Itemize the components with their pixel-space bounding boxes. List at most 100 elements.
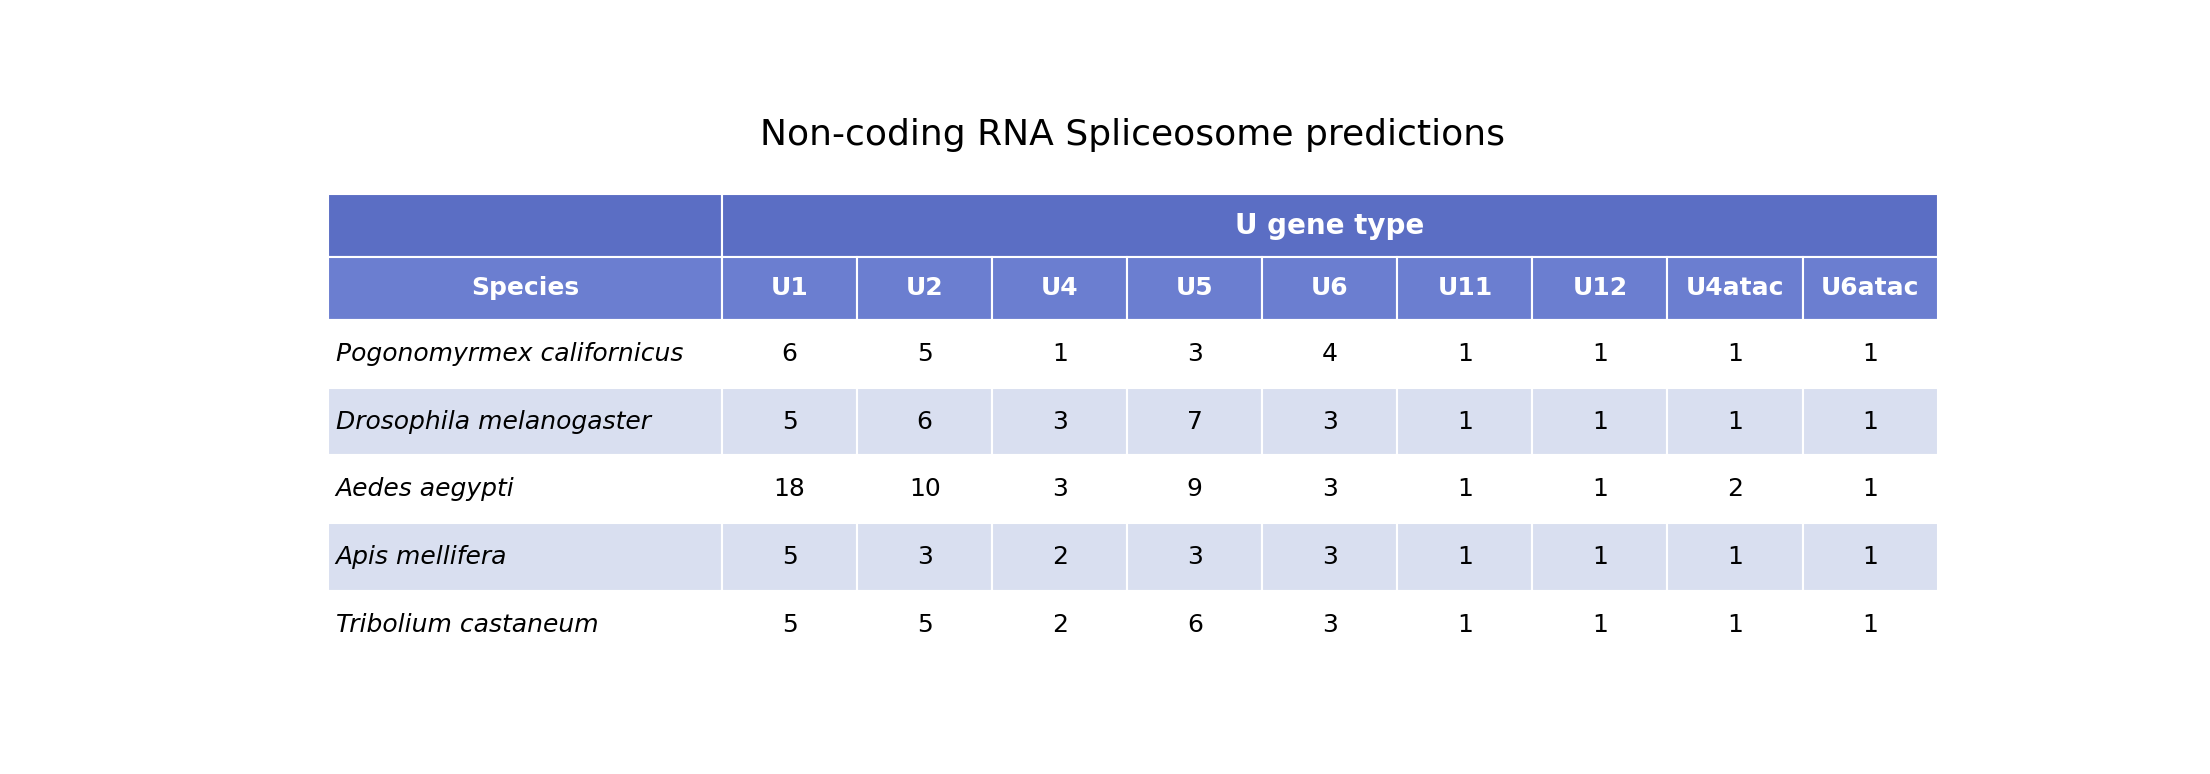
Text: 1: 1 [1863,409,1878,433]
Bar [857,591,992,659]
Text: 1: 1 [1052,341,1067,365]
Text: 3: 3 [1052,478,1067,502]
Text: 5: 5 [917,613,933,637]
Text: 1: 1 [1456,545,1472,569]
Text: 2: 2 [1052,545,1067,569]
Text: 1: 1 [1726,409,1744,433]
Bar [1262,523,1397,591]
Bar [992,388,1127,455]
Text: 1: 1 [1456,478,1472,502]
Text: 1: 1 [1591,613,1609,637]
Text: U2: U2 [906,276,944,300]
Bar [1397,257,1532,320]
Text: 1: 1 [1726,613,1744,637]
Text: 3: 3 [1322,545,1337,569]
Bar [327,194,723,257]
Text: 5: 5 [917,341,933,365]
Text: 3: 3 [1187,545,1202,569]
Bar [1803,388,1938,455]
Bar [1669,591,1803,659]
Text: 1: 1 [1456,409,1472,433]
Bar [1262,257,1397,320]
Text: 3: 3 [1187,341,1202,365]
Bar [723,320,857,388]
Bar [327,455,723,523]
Bar [857,388,992,455]
Bar [1397,523,1532,591]
Text: 2: 2 [1052,613,1067,637]
Bar [723,591,857,659]
Bar [1669,257,1803,320]
Text: Non-coding RNA Spliceosome predictions: Non-coding RNA Spliceosome predictions [760,118,1505,152]
Text: Species: Species [471,276,579,300]
Bar [327,257,723,320]
Text: 5: 5 [782,409,798,433]
Bar [992,523,1127,591]
Bar [1262,388,1397,455]
Text: U11: U11 [1436,276,1492,300]
Text: 1: 1 [1863,341,1878,365]
Bar [1669,388,1803,455]
Text: 3: 3 [1322,613,1337,637]
Text: U4atac: U4atac [1686,276,1783,300]
Bar [1803,455,1938,523]
Text: 6: 6 [782,341,798,365]
Bar [723,523,857,591]
Text: 1: 1 [1591,341,1609,365]
Bar [1262,320,1397,388]
Bar [992,257,1127,320]
Text: Apis mellifera: Apis mellifera [336,545,506,569]
Text: 18: 18 [774,478,807,502]
Text: 6: 6 [1187,613,1202,637]
Bar [1532,591,1669,659]
Text: U6atac: U6atac [1821,276,1918,300]
Bar [327,388,723,455]
Bar [327,591,723,659]
Text: 3: 3 [1322,478,1337,502]
Bar [857,523,992,591]
Bar [327,523,723,591]
Text: Pogonomyrmex californicus: Pogonomyrmex californicus [336,341,683,365]
Bar [1127,320,1262,388]
Text: 1: 1 [1456,341,1472,365]
Bar [1803,257,1938,320]
Bar [857,455,992,523]
Text: 1: 1 [1726,545,1744,569]
Bar [1397,320,1532,388]
Text: 1: 1 [1591,545,1609,569]
Bar [1127,591,1262,659]
Bar [1397,388,1532,455]
Bar [723,455,857,523]
Bar [1262,591,1397,659]
Text: 3: 3 [1052,409,1067,433]
Text: 4: 4 [1322,341,1337,365]
Text: 7: 7 [1187,409,1202,433]
Text: 2: 2 [1726,478,1744,502]
Bar [1669,320,1803,388]
Bar [723,257,857,320]
Text: 3: 3 [917,545,933,569]
Bar [1532,455,1669,523]
Bar [1532,320,1669,388]
Text: 6: 6 [917,409,933,433]
Bar [1397,591,1532,659]
Bar [1532,388,1669,455]
Text: Aedes aegypti: Aedes aegypti [336,478,515,502]
Bar [1669,455,1803,523]
Text: U4: U4 [1041,276,1078,300]
Bar [723,194,1938,257]
Bar [1803,591,1938,659]
Bar [1127,388,1262,455]
Text: 1: 1 [1863,478,1878,502]
Bar [1669,523,1803,591]
Bar [1803,523,1938,591]
Text: 5: 5 [782,613,798,637]
Bar [857,320,992,388]
Bar [1532,523,1669,591]
Bar [327,320,723,388]
Bar [1532,257,1669,320]
Bar [1127,257,1262,320]
Text: Tribolium castaneum: Tribolium castaneum [336,613,599,637]
Bar [1803,320,1938,388]
Text: 1: 1 [1726,341,1744,365]
